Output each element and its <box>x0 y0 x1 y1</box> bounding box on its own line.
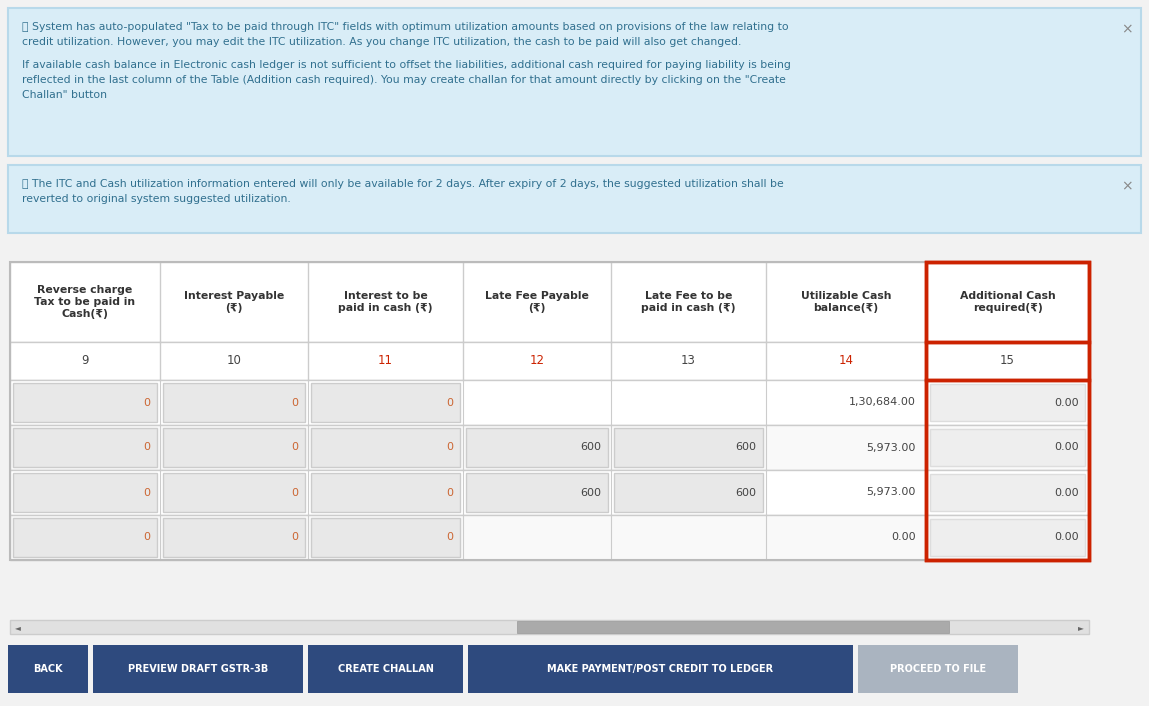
Text: 0: 0 <box>291 443 298 453</box>
Text: 14: 14 <box>839 354 854 368</box>
Text: 0.00: 0.00 <box>1055 443 1079 453</box>
Text: credit utilization. However, you may edit the ITC utilization. As you change ITC: credit utilization. However, you may edi… <box>22 37 741 47</box>
Text: PREVIEW DRAFT GSTR-3B: PREVIEW DRAFT GSTR-3B <box>128 664 268 674</box>
Text: ⓘ The ITC and Cash utilization information entered will only be available for 2 : ⓘ The ITC and Cash utilization informati… <box>22 179 784 189</box>
Text: MAKE PAYMENT/POST CREDIT TO LEDGER: MAKE PAYMENT/POST CREDIT TO LEDGER <box>547 664 773 674</box>
Bar <box>163 383 304 422</box>
Text: 0: 0 <box>446 532 453 542</box>
Bar <box>468 645 853 693</box>
Bar <box>13 518 157 557</box>
Text: 600: 600 <box>580 443 601 453</box>
Bar <box>308 645 463 693</box>
Text: 0: 0 <box>446 443 453 453</box>
Bar <box>930 429 1085 466</box>
Bar <box>930 519 1085 556</box>
Text: 600: 600 <box>735 443 756 453</box>
Text: 0.00: 0.00 <box>1055 532 1079 542</box>
Text: 0: 0 <box>291 488 298 498</box>
Bar <box>93 645 303 693</box>
Text: ⓘ System has auto-populated "Tax to be paid through ITC" fields with optimum uti: ⓘ System has auto-populated "Tax to be p… <box>22 22 788 32</box>
Text: Late Fee to be
paid in cash (₹): Late Fee to be paid in cash (₹) <box>641 291 735 313</box>
Bar <box>163 428 304 467</box>
Text: 0: 0 <box>446 488 453 498</box>
Bar <box>10 470 1089 515</box>
Bar <box>926 262 1089 342</box>
Bar <box>311 383 460 422</box>
Text: CREATE CHALLAN: CREATE CHALLAN <box>338 664 433 674</box>
Text: Utilizable Cash
balance(₹): Utilizable Cash balance(₹) <box>801 291 892 313</box>
Bar <box>926 380 1089 560</box>
Bar <box>10 620 1089 634</box>
Bar <box>10 515 1089 560</box>
Bar <box>614 473 763 512</box>
Bar <box>930 384 1085 421</box>
Text: ×: × <box>1121 179 1133 193</box>
Text: Interest to be
paid in cash (₹): Interest to be paid in cash (₹) <box>338 291 433 313</box>
Bar <box>163 518 304 557</box>
Bar <box>13 383 157 422</box>
Bar <box>10 342 1089 380</box>
Text: ►: ► <box>1078 623 1084 633</box>
Bar <box>517 621 949 633</box>
Bar <box>926 262 1089 560</box>
Text: 13: 13 <box>681 354 696 368</box>
Text: 0.00: 0.00 <box>1055 397 1079 407</box>
Bar <box>311 518 460 557</box>
Bar <box>466 473 608 512</box>
Text: 10: 10 <box>226 354 241 368</box>
Bar <box>930 474 1085 511</box>
Text: 1,30,684.00: 1,30,684.00 <box>849 397 916 407</box>
Bar <box>163 473 304 512</box>
Bar <box>13 428 157 467</box>
Bar <box>10 380 1089 425</box>
Bar <box>614 428 763 467</box>
Bar <box>8 8 1141 156</box>
Text: Late Fee Payable
(₹): Late Fee Payable (₹) <box>485 291 589 313</box>
Text: 5,973.00: 5,973.00 <box>866 443 916 453</box>
Text: 0: 0 <box>446 397 453 407</box>
Text: 600: 600 <box>580 488 601 498</box>
Bar <box>311 428 460 467</box>
Text: 600: 600 <box>735 488 756 498</box>
Text: Reverse charge
Tax to be paid in
Cash(₹): Reverse charge Tax to be paid in Cash(₹) <box>34 285 136 318</box>
Text: 0: 0 <box>142 488 151 498</box>
Text: ◄: ◄ <box>15 623 21 633</box>
Bar <box>858 645 1018 693</box>
Text: 0: 0 <box>291 532 298 542</box>
Bar <box>13 473 157 512</box>
Bar <box>10 425 1089 470</box>
Text: Interest Payable
(₹): Interest Payable (₹) <box>184 291 284 313</box>
Bar <box>466 428 608 467</box>
Text: 0.00: 0.00 <box>1055 488 1079 498</box>
Text: Challan" button: Challan" button <box>22 90 107 100</box>
Text: PROCEED TO FILE: PROCEED TO FILE <box>890 664 986 674</box>
Text: 0.00: 0.00 <box>892 532 916 542</box>
Text: reflected in the last column of the Table (Addition cash required). You may crea: reflected in the last column of the Tabl… <box>22 75 786 85</box>
Bar <box>8 645 88 693</box>
Text: 0: 0 <box>291 397 298 407</box>
Text: 12: 12 <box>530 354 545 368</box>
Text: reverted to original system suggested utilization.: reverted to original system suggested ut… <box>22 194 291 204</box>
Text: 15: 15 <box>1000 354 1015 368</box>
Text: BACK: BACK <box>33 664 63 674</box>
Text: 0: 0 <box>142 532 151 542</box>
Bar <box>311 473 460 512</box>
Bar <box>8 165 1141 233</box>
Text: 0: 0 <box>142 443 151 453</box>
Bar <box>10 262 1089 560</box>
Text: Additional Cash
required(₹): Additional Cash required(₹) <box>959 291 1056 313</box>
Bar <box>10 262 1089 342</box>
Bar <box>926 342 1089 380</box>
Text: 0: 0 <box>142 397 151 407</box>
Text: 9: 9 <box>82 354 88 368</box>
Text: ×: × <box>1121 22 1133 36</box>
Text: If available cash balance in Electronic cash ledger is not sufficient to offset : If available cash balance in Electronic … <box>22 60 791 70</box>
Text: 11: 11 <box>378 354 393 368</box>
Text: 5,973.00: 5,973.00 <box>866 488 916 498</box>
